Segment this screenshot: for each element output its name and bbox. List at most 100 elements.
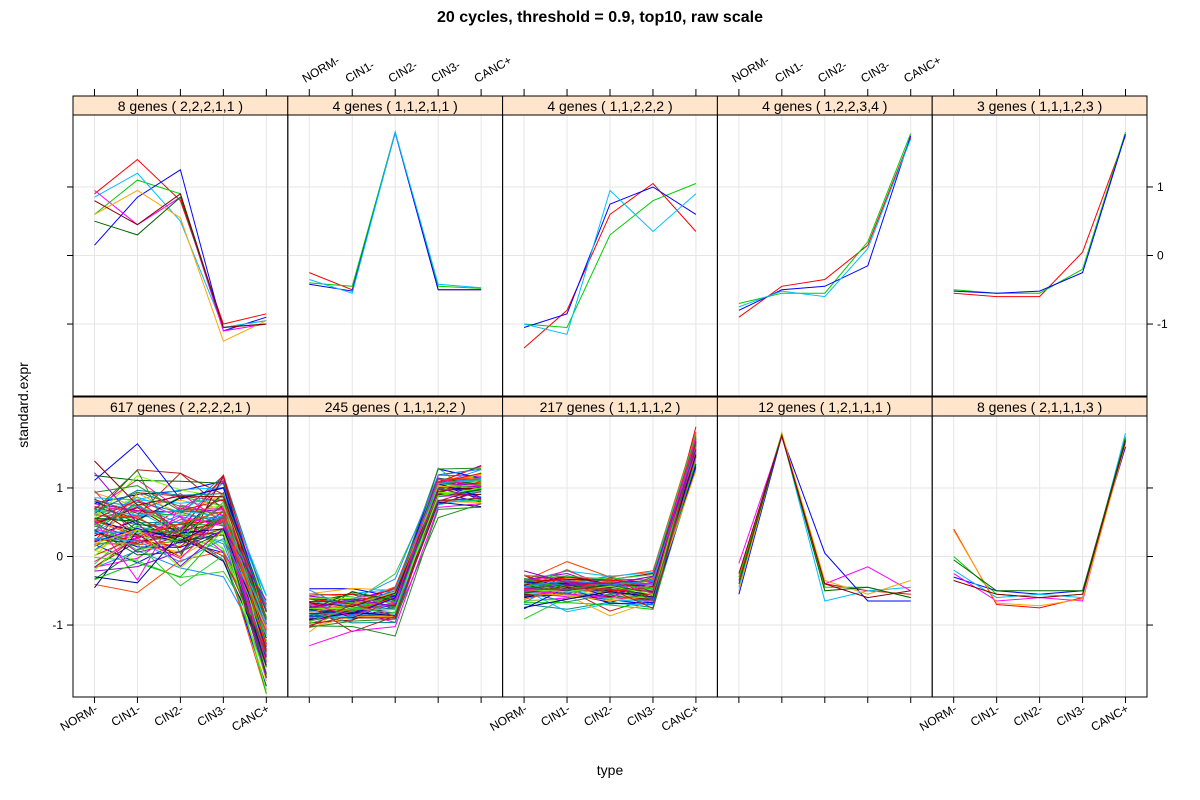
series-line bbox=[524, 445, 697, 595]
y-tick-label: 1 bbox=[1157, 180, 1164, 194]
panel-strip-label: 4 genes ( 1,1,2,1,1 ) bbox=[333, 98, 458, 114]
x-tick-label: CIN3- bbox=[624, 701, 658, 729]
panel-strip-label: 617 genes ( 2,2,2,2,1 ) bbox=[110, 399, 251, 415]
series-line bbox=[94, 472, 267, 601]
panels-layer: 617 genes ( 2,2,2,2,1 )NORM- CIN1- CIN2- CI… bbox=[52, 53, 1168, 734]
series-line bbox=[94, 192, 267, 329]
series-line bbox=[309, 506, 482, 637]
panel-10: 3 genes ( 1,1,1,2,3 ) -1 0 1 bbox=[931, 89, 1168, 397]
series-line bbox=[94, 550, 267, 694]
series-line bbox=[94, 443, 267, 611]
series-line bbox=[524, 435, 697, 594]
y-axis-label: standard.expr bbox=[15, 362, 31, 448]
series-line bbox=[524, 445, 697, 587]
series-line bbox=[309, 477, 482, 611]
series-line bbox=[738, 434, 911, 602]
series-line bbox=[309, 130, 482, 294]
series-line bbox=[524, 443, 697, 610]
series-line bbox=[94, 469, 267, 647]
x-tick-label: NORM- bbox=[487, 701, 529, 733]
panel-strip-label: 245 genes ( 1,1,1,2,2 ) bbox=[325, 399, 466, 415]
series-line bbox=[94, 517, 267, 668]
panel-1: 617 genes ( 2,2,2,2,1 ) NORM- CIN1- CIN2- CI… bbox=[52, 396, 289, 734]
series-line bbox=[94, 172, 267, 329]
x-tick-label: CIN1- bbox=[109, 701, 143, 729]
x-tick-label: CANC+ bbox=[1088, 701, 1131, 734]
x-tick-label: CANC+ bbox=[472, 53, 515, 86]
y-tick-label: 1 bbox=[56, 481, 63, 495]
series-line bbox=[738, 138, 912, 308]
panel-9: 4 genes ( 1,2,2,3,4 ) NORM- CIN1- CIN2- CIN3… bbox=[716, 53, 944, 397]
x-tick-label: CIN2- bbox=[581, 701, 615, 729]
series-line bbox=[738, 433, 911, 599]
panel-7: 4 genes ( 1,1,2,1,1 ) NORM- CIN1- CIN2- CIN3… bbox=[287, 53, 515, 397]
series-line bbox=[524, 442, 697, 601]
x-tick-label: CIN1- bbox=[772, 58, 806, 86]
panel-6: 8 genes ( 2,2,2,1,1 ) bbox=[67, 89, 289, 397]
series-line bbox=[309, 496, 482, 618]
x-tick-label: CANC+ bbox=[229, 701, 272, 734]
x-tick-label: CIN2- bbox=[1011, 701, 1045, 729]
series-line bbox=[94, 515, 267, 663]
panel-5: 8 genes ( 2,1,1,1,3 ) NORM- CIN1- CIN2- CIN3… bbox=[917, 396, 1153, 734]
series-line bbox=[523, 189, 697, 335]
x-tick-label: CIN3- bbox=[858, 58, 892, 86]
x-tick-label: CIN2- bbox=[386, 58, 420, 86]
series-line bbox=[523, 431, 697, 582]
panel-strip-label: 8 genes ( 2,1,1,1,3 ) bbox=[977, 399, 1102, 415]
panel-2: 245 genes ( 1,1,1,2,2 ) bbox=[287, 396, 504, 703]
series-line bbox=[309, 503, 482, 647]
x-tick-label: NORM- bbox=[58, 701, 100, 733]
panel-strip-label: 12 genes ( 1,2,1,1,1 ) bbox=[758, 399, 891, 415]
y-tick-label: -1 bbox=[52, 618, 63, 632]
series-line bbox=[309, 497, 482, 628]
panel-strip-label: 8 genes ( 2,2,2,1,1 ) bbox=[118, 98, 243, 114]
panel-3: 217 genes ( 1,1,1,1,2 ) NORM- CIN1- CIN2- CI… bbox=[487, 396, 718, 734]
series-line bbox=[94, 489, 267, 611]
series-line bbox=[953, 134, 1126, 294]
series-line bbox=[94, 510, 267, 646]
x-tick-label: CIN3- bbox=[429, 58, 463, 86]
x-tick-label: NORM- bbox=[729, 53, 771, 85]
series-line bbox=[738, 434, 911, 599]
series-line bbox=[309, 482, 482, 622]
series-line bbox=[309, 486, 482, 608]
series-line bbox=[309, 488, 482, 609]
x-tick-label: CANC+ bbox=[901, 53, 944, 86]
y-tick-label: -1 bbox=[1157, 317, 1168, 331]
series-line bbox=[524, 433, 697, 580]
series-line bbox=[953, 438, 1126, 592]
series-line bbox=[94, 529, 267, 691]
x-axis-label: type bbox=[597, 762, 624, 778]
series-line bbox=[94, 501, 267, 642]
y-tick-label: 0 bbox=[56, 550, 63, 564]
x-tick-label: CANC+ bbox=[659, 701, 702, 734]
x-tick-label: CIN3- bbox=[195, 701, 229, 729]
series-line bbox=[94, 158, 267, 325]
x-tick-label: CIN1- bbox=[968, 701, 1002, 729]
panel-strip-label: 4 genes ( 1,1,2,2,2 ) bbox=[547, 98, 672, 114]
series-line bbox=[953, 441, 1126, 599]
x-tick-label: CIN2- bbox=[152, 701, 186, 729]
x-tick-label: CIN1- bbox=[343, 58, 377, 86]
panel-4: 12 genes ( 1,2,1,1,1 ) bbox=[716, 396, 933, 703]
x-tick-label: CIN2- bbox=[815, 58, 849, 86]
series-line bbox=[94, 537, 267, 626]
chart-title: 20 cycles, threshold = 0.9, top10, raw s… bbox=[437, 9, 763, 26]
series-line bbox=[953, 443, 1126, 607]
x-tick-label: NORM- bbox=[300, 53, 342, 85]
series-line bbox=[94, 460, 267, 612]
series-line bbox=[953, 135, 1126, 298]
panel-8: 4 genes ( 1,1,2,2,2 ) bbox=[502, 89, 718, 397]
series-line bbox=[94, 189, 267, 342]
y-tick-label: 0 bbox=[1157, 249, 1164, 263]
series-line bbox=[94, 515, 267, 662]
panel-strip bbox=[931, 396, 1148, 417]
x-tick-label: NORM- bbox=[917, 701, 959, 733]
panel-strip-label: 3 genes ( 1,1,1,2,3 ) bbox=[977, 98, 1102, 114]
x-tick-label: CIN1- bbox=[538, 701, 572, 729]
series-line bbox=[309, 487, 482, 611]
series-line bbox=[524, 183, 697, 329]
x-tick-label: CIN3- bbox=[1054, 701, 1088, 729]
